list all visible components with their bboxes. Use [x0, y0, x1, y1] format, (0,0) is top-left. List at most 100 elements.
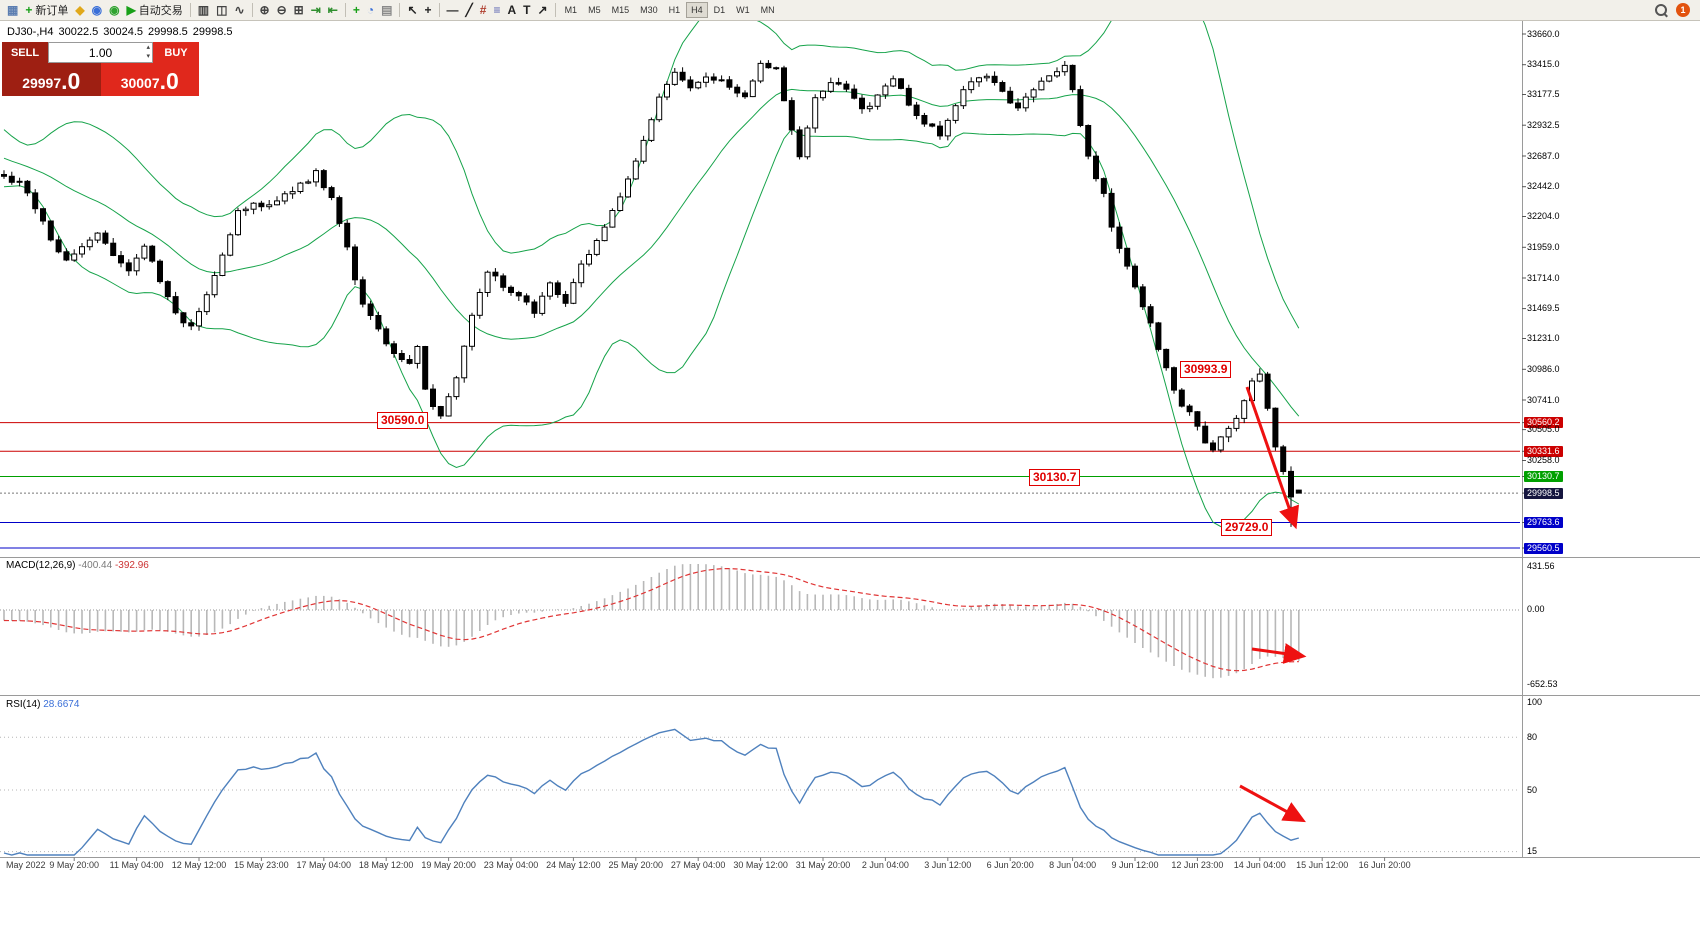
- periods-icon[interactable]: ◔: [364, 3, 377, 18]
- ohlc-high: 30024.5: [103, 26, 143, 38]
- notification-badge[interactable]: 1: [1676, 3, 1690, 17]
- rsi-value: 28.6674: [43, 699, 80, 710]
- bar-chart-mode-icon-glyph: ▥: [197, 2, 210, 17]
- fibonacci-icon[interactable]: #: [477, 3, 490, 18]
- volume-input[interactable]: 1.00 ▴ ▾: [48, 42, 153, 63]
- cursor-icon-glyph: ↖: [407, 2, 418, 17]
- indicators-icon-glyph: +: [352, 2, 360, 17]
- arrows-tool-icon[interactable]: ↗: [535, 3, 551, 18]
- timeframe-d1[interactable]: D1: [713, 5, 726, 15]
- buy-price-main: 30007: [120, 75, 160, 91]
- crosshair-icon[interactable]: +: [422, 3, 435, 18]
- profiles-icon-glyph: ◉: [91, 2, 103, 17]
- auto-scroll-icon[interactable]: ⇥: [308, 3, 324, 18]
- price-axis-label: 31714.0: [1527, 272, 1560, 283]
- timeframe-m5[interactable]: M5: [588, 5, 601, 15]
- volume-spinner-icon[interactable]: ▴ ▾: [146, 44, 150, 60]
- text-label-icon[interactable]: T: [520, 3, 533, 18]
- buy-price[interactable]: 30007.0: [100, 63, 199, 96]
- timeframe-w1[interactable]: W1: [736, 5, 750, 15]
- line-chart-mode-icon[interactable]: ∿: [231, 3, 247, 18]
- trendline-icon[interactable]: ╱: [463, 3, 476, 18]
- time-axis-label: 3 Jun 12:00: [924, 860, 972, 870]
- macd-value-main: -400.44: [78, 560, 113, 571]
- sell-price[interactable]: 29997.0: [2, 63, 101, 96]
- time-axis-label: 30 May 12:00: [733, 860, 788, 870]
- periods-icon-glyph: ◔: [366, 2, 375, 17]
- ohlc-open: 30022.5: [58, 26, 99, 38]
- channels-icon-glyph: ≡: [493, 2, 501, 17]
- timeframe-h1[interactable]: H1: [668, 5, 681, 15]
- macd-axis-label: 0.00: [1527, 604, 1545, 614]
- bar-chart-mode-icon[interactable]: ▥: [195, 3, 212, 18]
- templates-icon[interactable]: ▤: [378, 3, 395, 18]
- time-axis-label: May 2022: [6, 860, 46, 870]
- time-axis-label: 18 May 12:00: [358, 860, 414, 870]
- search-icon[interactable]: [1655, 3, 1668, 17]
- price-annotation-label[interactable]: 29729.0: [1221, 519, 1273, 536]
- time-axis-label: 2 Jun 04:00: [861, 860, 909, 870]
- chart-shift-icon[interactable]: ⇤: [325, 3, 341, 18]
- new-order-button[interactable]: + 新订单: [22, 1, 71, 19]
- time-axis-label: 17 May 04:00: [296, 860, 352, 870]
- zoom-out-icon-glyph: ⊖: [276, 2, 287, 17]
- time-axis-label: 23 May 04:00: [483, 860, 539, 870]
- rsi-axis-label: 100: [1527, 696, 1543, 707]
- zoom-out-icon[interactable]: ⊖: [274, 3, 290, 18]
- autotrading-button[interactable]: ▶ 自动交易: [124, 1, 186, 19]
- macd-indicator-label: MACD(12,26,9) -400.44 -392.96: [6, 560, 149, 571]
- price-annotation-label[interactable]: 30993.9: [1180, 361, 1232, 378]
- timeframe-h4[interactable]: H4: [686, 2, 708, 18]
- sell-price-main: 29997: [22, 75, 62, 91]
- indicators-icon[interactable]: +: [350, 3, 363, 18]
- text-icon[interactable]: A: [504, 3, 519, 18]
- price-axis-label: 33177.5: [1527, 89, 1560, 99]
- crosshair-icon-glyph: +: [424, 2, 432, 17]
- zoom-in-icon[interactable]: ⊕: [257, 3, 273, 18]
- macd-title: MACD(12,26,9): [6, 560, 76, 571]
- time-axis-label: 9 May 20:00: [49, 860, 99, 870]
- timeframe-m30[interactable]: M30: [640, 5, 658, 15]
- buy-price-frac: .0: [159, 68, 179, 94]
- tile-windows-icon[interactable]: ⊞: [291, 3, 307, 18]
- timeframe-m15[interactable]: M15: [611, 5, 630, 15]
- autotrading-glyph: ▶: [126, 2, 136, 17]
- toolbar-separator: [251, 3, 253, 17]
- fibonacci-icon-glyph: #: [479, 2, 487, 17]
- profiles-icon[interactable]: ◉: [89, 3, 105, 18]
- candlestick-mode-icon[interactable]: ◫: [213, 3, 230, 18]
- toolbar-separator: [344, 3, 346, 17]
- toolbar-separator: [399, 3, 401, 17]
- price-axis-label: 30331.6: [1524, 445, 1563, 457]
- timeframe-m1[interactable]: M1: [564, 5, 578, 15]
- market-watch-icon-glyph: ◆: [75, 2, 85, 17]
- price-annotation-label[interactable]: 30130.7: [1029, 469, 1081, 486]
- zoom-in-icon-glyph: ⊕: [259, 2, 270, 17]
- tile-windows-icon-glyph: ⊞: [293, 2, 304, 17]
- time-axis-label: 14 Jun 04:00: [1233, 860, 1286, 870]
- new-chart-icon[interactable]: ▦: [4, 3, 21, 18]
- price-axis-label: 29763.6: [1524, 517, 1563, 528]
- buy-button[interactable]: BUY: [153, 42, 199, 63]
- time-axis-label: 16 Jun 20:00: [1358, 860, 1411, 870]
- market-watch-icon[interactable]: ◆: [72, 3, 87, 18]
- cursor-icon[interactable]: ↖: [404, 3, 420, 18]
- channels-icon[interactable]: ≡: [490, 3, 503, 18]
- ohlc-close: 29998.5: [192, 26, 233, 38]
- time-axis-label: 12 May 12:00: [171, 860, 227, 870]
- data-window-icon[interactable]: ◉: [106, 3, 122, 18]
- autotrading-button-label: 自动交易: [138, 5, 183, 17]
- sell-button[interactable]: SELL: [2, 42, 48, 63]
- macd-axis-label: -652.53: [1527, 679, 1558, 689]
- timeframe-mn[interactable]: MN: [760, 5, 775, 15]
- price-annotation-label[interactable]: 30590.0: [377, 412, 429, 429]
- toolbar-right: 1: [1655, 3, 1696, 17]
- time-axis-label: 15 May 23:00: [234, 860, 289, 870]
- horizontal-line-icon[interactable]: —: [444, 3, 462, 18]
- price-axis-label: 31959.0: [1527, 241, 1560, 252]
- sell-price-frac: .0: [61, 68, 81, 94]
- price-axis-label: 33660.0: [1527, 28, 1560, 39]
- price-axis-label: 30505.0: [1527, 424, 1560, 435]
- volume-value: 1.00: [88, 45, 113, 60]
